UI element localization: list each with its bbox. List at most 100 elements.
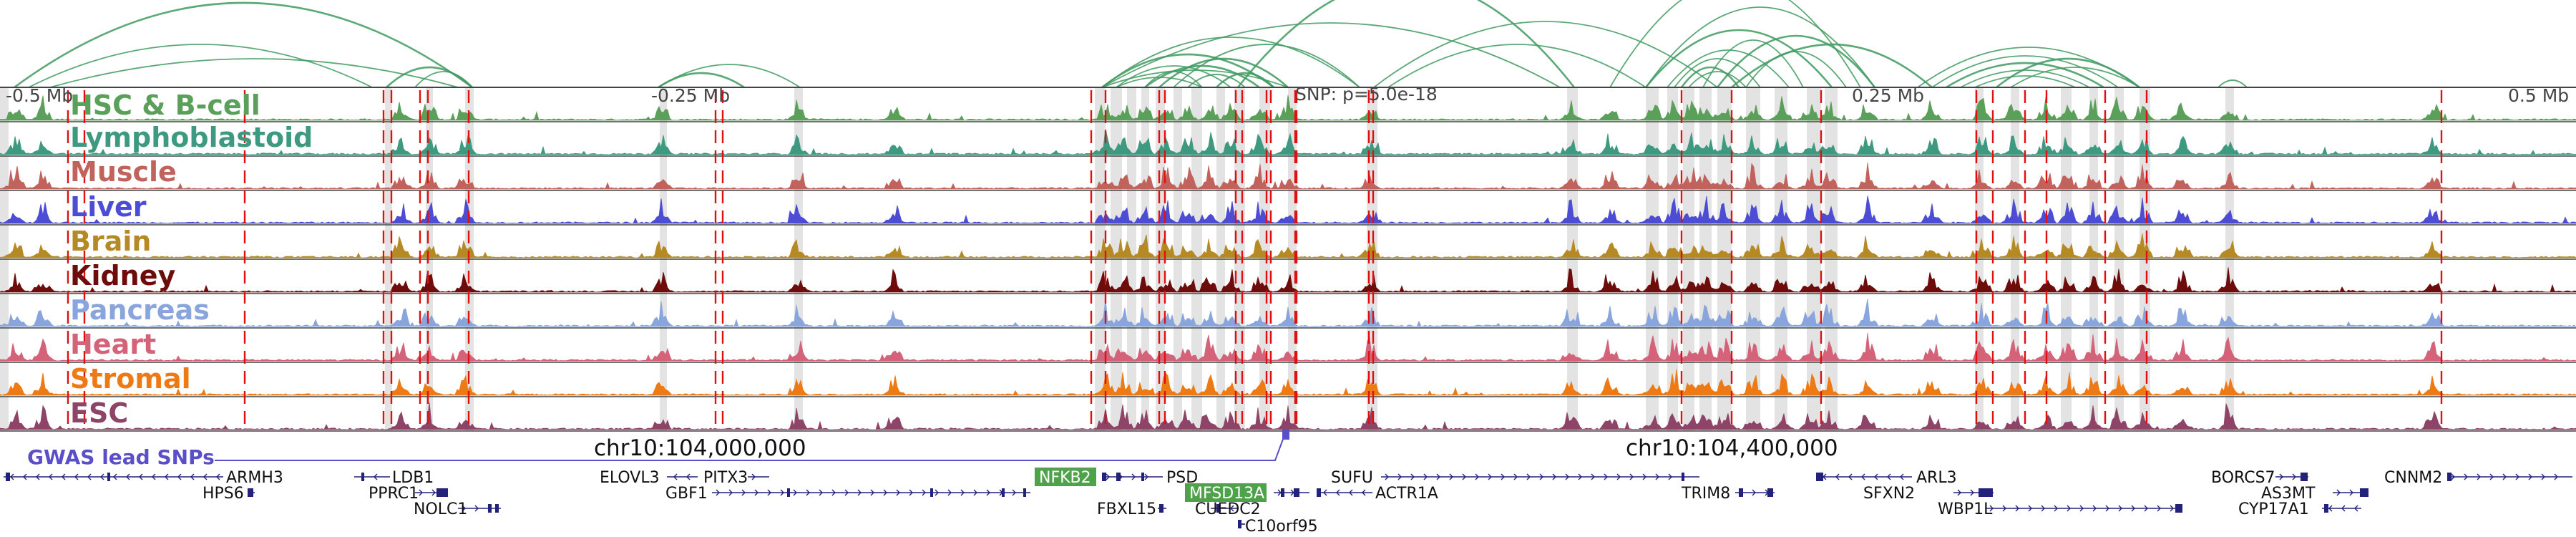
coordinate-left: chr10:104,000,000: [594, 435, 806, 461]
axis-label-plus-quarter-mb: 0.25 Mb: [1852, 85, 1924, 106]
gene-model: [1381, 473, 1699, 481]
gene-as3mt: AS3MT: [2261, 485, 2316, 503]
axis-label-minus-half-mb: -0.5 Mb: [6, 85, 73, 106]
gene-cyp17a1: CYP17A1: [2238, 500, 2309, 518]
interaction-arc: [1680, 66, 1740, 88]
gene-model: [415, 488, 448, 497]
interaction-arc: [1387, 44, 1646, 88]
interaction-arc: [1644, 29, 1833, 88]
gene-hps6: HPS6: [203, 485, 244, 503]
gene-model: [1986, 504, 2182, 513]
interaction-arc: [1674, 58, 1761, 88]
gene-elovl3: ELOVL3: [600, 469, 660, 487]
track-label-liver: Liver: [70, 191, 147, 223]
track-label-muscle: Muscle: [70, 156, 177, 188]
track-label-heart: Heart: [70, 329, 156, 360]
interaction-arc: [49, 58, 459, 88]
gene-mfsd13a-highlight: [1185, 483, 1267, 502]
gwas-track: GWAS lead SNPs: [27, 430, 1289, 469]
gene-model: [1102, 473, 1163, 481]
interaction-arc: [1731, 43, 1933, 88]
gene-cuedc2: CUEDC2: [1195, 500, 1261, 518]
signal-track: [0, 369, 2576, 396]
gene-model: [1274, 488, 1309, 497]
interaction-arc: [1236, 0, 1576, 88]
snp-lines: [67, 90, 2443, 431]
gene-model: [2275, 473, 2308, 481]
gene-model: [458, 504, 501, 513]
interaction-arc: [1996, 57, 2140, 89]
interaction-arc: [1745, 51, 1847, 88]
gene-model: [1953, 488, 1994, 497]
gene-mfsd13a: MFSD13A: [1189, 485, 1264, 503]
interaction-arcs: [14, 0, 2248, 89]
track-label-kidney: Kidney: [70, 260, 175, 291]
track-labels: HSC & B-cell Lymphoblastoid Muscle Liver…: [70, 90, 313, 429]
gene-model: [1816, 473, 1912, 481]
gene-pprc1: PPRC1: [369, 485, 419, 503]
gene-model: [1211, 504, 1238, 513]
gene-nfkb2-highlight: [1035, 468, 1096, 486]
coordinate-right: chr10:104,400,000: [1626, 435, 1838, 461]
gene-arl3: ARL3: [1916, 469, 1957, 487]
interaction-arc: [28, 44, 373, 88]
signal-area: [0, 195, 2576, 224]
interaction-arc: [2010, 67, 2140, 88]
gene-sfxn2: SFXN2: [1863, 485, 1915, 503]
gene-model: [748, 473, 769, 480]
track-label-brain: Brain: [70, 226, 151, 257]
gene-cnnm2: CNNM2: [2384, 469, 2442, 487]
interaction-arc: [14, 1, 473, 89]
gene-ldb1: LDB1: [392, 469, 434, 487]
interaction-arc: [1946, 62, 2104, 89]
axis-label-plus-half-mb: 0.5 Mb: [2508, 85, 2569, 106]
gwas-lead-snp-connector: [215, 435, 1285, 461]
signal-area: [0, 233, 2576, 258]
track-label-pancreas: Pancreas: [70, 294, 210, 326]
track-label-stromal: Stromal: [70, 363, 191, 395]
signal-track: [0, 195, 2576, 224]
gene-trim8: TRIM8: [1681, 485, 1730, 503]
interaction-arc: [2218, 79, 2248, 88]
gene-borcs7: BORCS7: [2211, 469, 2275, 487]
gene-armh3: ARMH3: [226, 469, 283, 487]
interaction-arc: [1158, 57, 1289, 88]
track-label-esc: ESC: [70, 397, 128, 429]
signal-area: [0, 369, 2576, 396]
gene-model: [1238, 520, 1245, 528]
gene-model: [354, 473, 390, 481]
interaction-arc: [1702, 39, 1804, 88]
interaction-arc: [1101, 37, 1360, 88]
interaction-arc: [1373, 21, 1718, 88]
gene-sufu: SUFU: [1331, 469, 1373, 487]
gene-gbf1: GBF1: [665, 485, 708, 503]
gene-model: [1158, 504, 1166, 513]
axis-label-snp-pvalue: SNP: p=5.0e-18: [1295, 84, 1438, 105]
interaction-arc: [1187, 74, 1246, 88]
gene-c10orf95: C10orf95: [1245, 518, 1318, 536]
gene-model: [1735, 488, 1775, 497]
interaction-arc: [658, 72, 745, 89]
gene-pitx3: PITX3: [703, 469, 748, 487]
interaction-arc: [1974, 75, 2076, 88]
signal-track: [0, 233, 2576, 258]
gene-model: [1317, 488, 1372, 497]
gene-model: [712, 488, 1030, 497]
interaction-arc: [414, 71, 473, 88]
gene-model: [248, 488, 255, 497]
interaction-arc: [1101, 53, 1274, 89]
track-label-lymphoblastoid: Lymphoblastoid: [70, 122, 313, 153]
signal-area: [0, 333, 2576, 362]
gene-nfkb2: NFKB2: [1039, 469, 1091, 487]
track-label-hsc-bcell: HSC & B-cell: [70, 90, 260, 121]
signal-tracks: [0, 95, 2576, 430]
interaction-arc: [1645, 6, 1875, 88]
interaction-arc: [386, 66, 473, 88]
interaction-arc: [1931, 55, 2119, 88]
interaction-arc: [1216, 72, 1274, 88]
gene-model: [667, 473, 698, 480]
gwas-lead-snp-marker: [1282, 430, 1289, 440]
gene-model: [2333, 488, 2368, 497]
gene-fbxl15: FBXL15: [1097, 500, 1156, 518]
